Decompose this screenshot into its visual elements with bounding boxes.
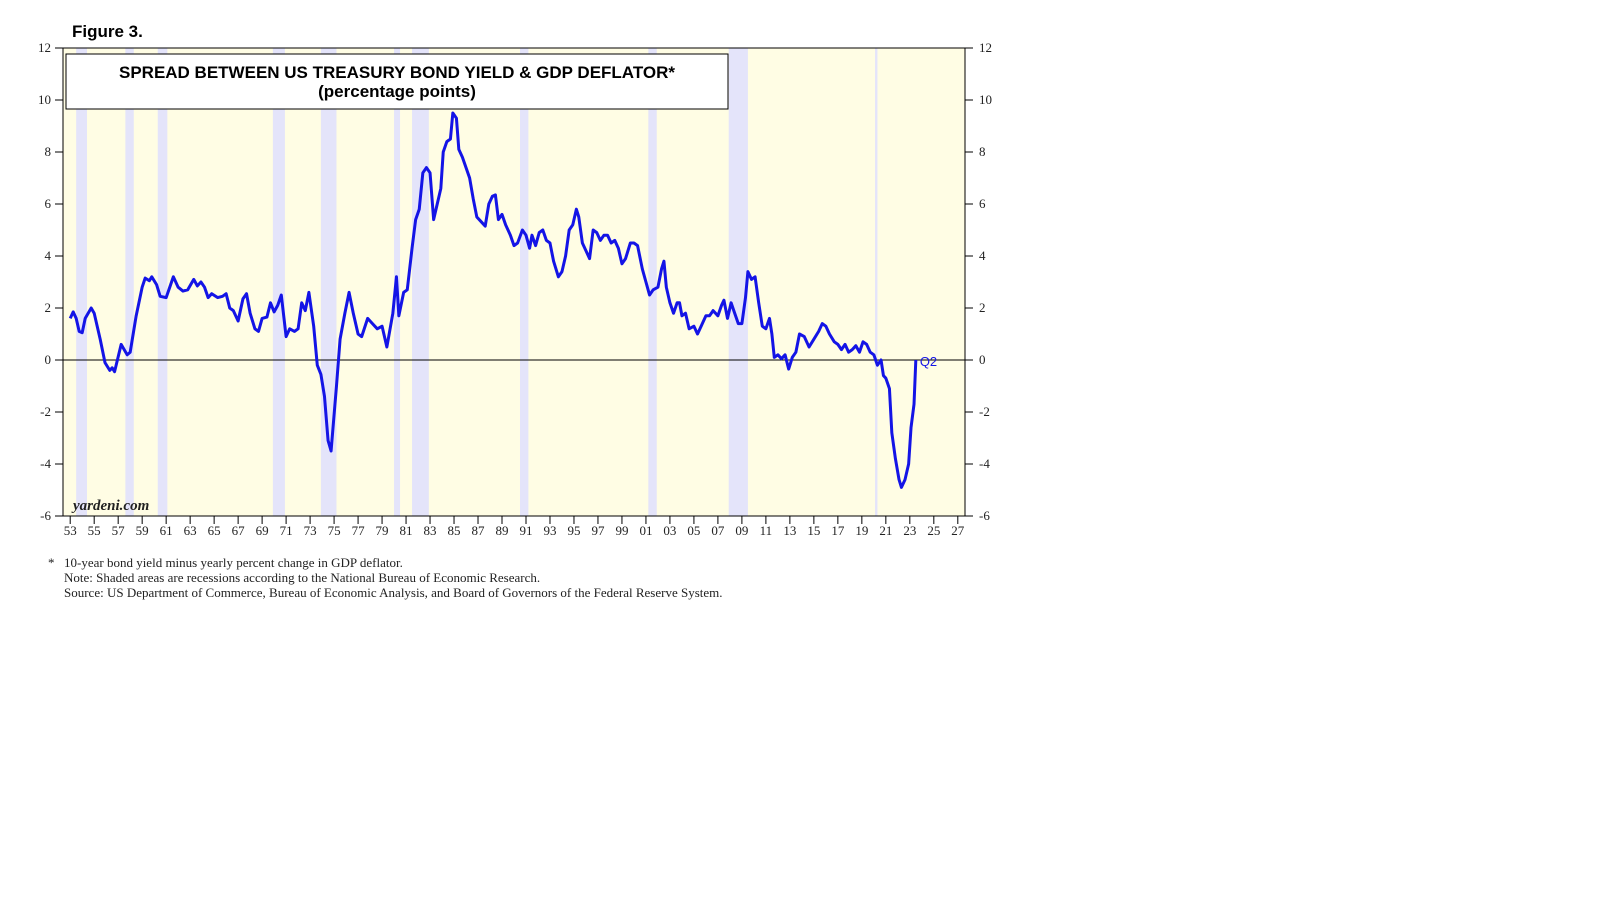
y2-tick-label: 6: [979, 196, 986, 211]
x-tick-label: 85: [448, 523, 461, 538]
x-tick-label: 97: [591, 523, 605, 538]
x-tick-label: 15: [807, 523, 820, 538]
data-line: [68, 111, 918, 489]
y-tick-label: 2: [45, 300, 52, 315]
x-tick-label: 23: [903, 523, 916, 538]
x-tick-label: 13: [783, 523, 796, 538]
y2-tick-label: 0: [979, 352, 986, 367]
x-tick-label: 01: [639, 523, 652, 538]
recession-band: [76, 48, 87, 516]
chart-title: SPREAD BETWEEN US TREASURY BOND YIELD & …: [119, 63, 675, 82]
y-tick-label: -4: [40, 456, 51, 471]
source-mark: yardeni.com: [71, 498, 149, 514]
figure-label: Figure 3.: [72, 22, 143, 41]
y2-tick-label: 2: [979, 300, 986, 315]
x-tick-label: 59: [136, 523, 149, 538]
x-tick-label: 53: [64, 523, 77, 538]
y2-tick-label: -2: [979, 404, 990, 419]
y-tick-label: 0: [45, 352, 52, 367]
plot-background: [63, 48, 965, 516]
plot-frame: [62, 47, 966, 517]
x-tick-label: 05: [687, 523, 700, 538]
title-box: [65, 53, 729, 110]
y-tick-label: -2: [40, 404, 51, 419]
y2-tick-label: -4: [979, 456, 990, 471]
x-tick-label: 91: [519, 523, 532, 538]
y-tick-label: 4: [45, 248, 52, 263]
y-tick-label: 8: [45, 144, 52, 159]
recession-band: [728, 48, 748, 516]
y-tick-label: -6: [40, 508, 51, 523]
recession-band: [125, 48, 134, 516]
x-tick-label: 55: [88, 523, 101, 538]
x-tick-label: 93: [543, 523, 556, 538]
x-tick-label: 67: [232, 523, 246, 538]
x-tick-label: 83: [424, 523, 437, 538]
recession-band: [412, 48, 429, 516]
x-tick-label: 03: [663, 523, 676, 538]
footnote: Note: Shaded areas are recessions accord…: [64, 570, 540, 585]
recession-band: [272, 48, 285, 516]
chart-subtitle: (percentage points): [318, 82, 476, 101]
x-tick-label: 63: [184, 523, 197, 538]
x-tick-label: 25: [927, 523, 940, 538]
footnote: 10-year bond yield minus yearly percent …: [64, 555, 403, 570]
y-tick-label: 6: [45, 196, 52, 211]
y2-tick-label: 8: [979, 144, 986, 159]
x-tick-label: 81: [400, 523, 413, 538]
x-tick-label: 73: [304, 523, 317, 538]
footnote-marker: *: [48, 555, 55, 570]
recession-band: [157, 48, 168, 516]
x-tick-label: 99: [615, 523, 628, 538]
y2-tick-label: 12: [979, 40, 992, 55]
x-tick-label: 27: [951, 523, 965, 538]
x-tick-label: 71: [280, 523, 293, 538]
x-tick-label: 07: [711, 523, 725, 538]
x-tick-label: 69: [256, 523, 269, 538]
x-tick-label: 57: [112, 523, 126, 538]
annotation: Q2: [920, 354, 937, 369]
x-tick-label: 79: [376, 523, 389, 538]
x-tick-label: 09: [735, 523, 748, 538]
footnote: Source: US Department of Commerce, Burea…: [64, 585, 723, 600]
x-tick-label: 11: [760, 523, 773, 538]
recession-band: [648, 48, 657, 516]
y2-tick-label: 10: [979, 92, 992, 107]
x-tick-label: 21: [879, 523, 892, 538]
x-tick-label: 89: [496, 523, 509, 538]
x-tick-label: 87: [472, 523, 486, 538]
y2-tick-label: 4: [979, 248, 986, 263]
x-tick-label: 17: [831, 523, 845, 538]
y-tick-label: 10: [38, 92, 51, 107]
recession-band: [875, 48, 878, 516]
x-tick-label: 65: [208, 523, 221, 538]
x-tick-label: 19: [855, 523, 868, 538]
y-tick-label: 12: [38, 40, 51, 55]
x-tick-label: 75: [328, 523, 341, 538]
x-tick-label: 77: [352, 523, 366, 538]
recession-band: [519, 48, 529, 516]
x-tick-label: 61: [160, 523, 173, 538]
x-tick-label: 95: [567, 523, 580, 538]
y2-tick-label: -6: [979, 508, 990, 523]
